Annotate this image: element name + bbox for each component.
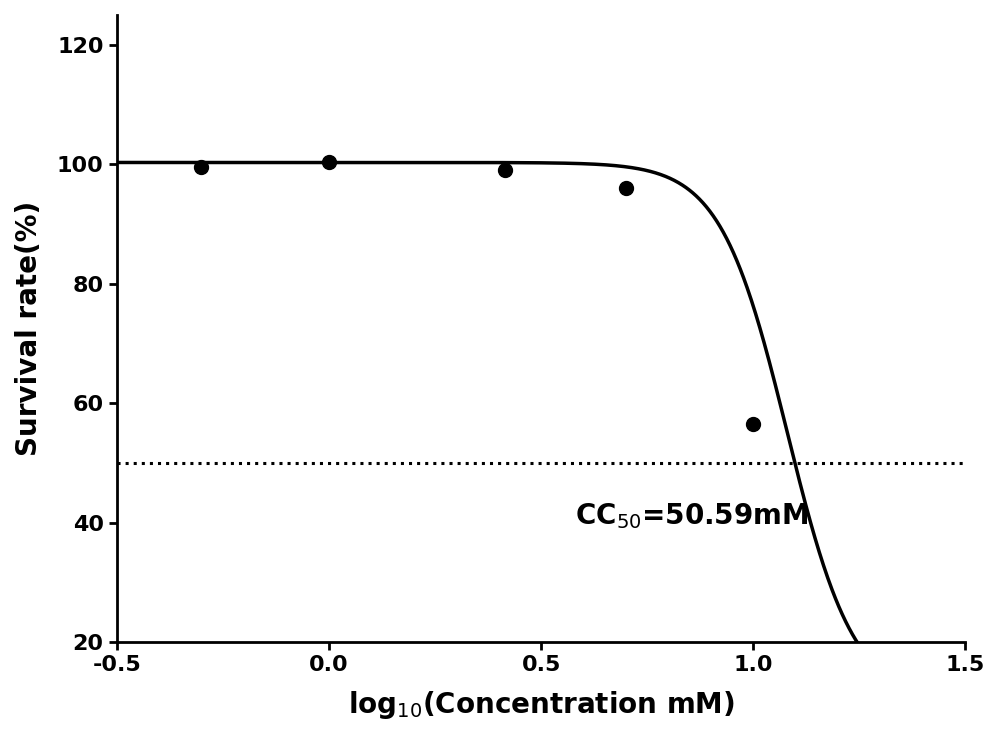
Point (497, 164, 513, 176)
Y-axis label: Survival rate(%): Survival rate(%) (15, 201, 43, 456)
Text: CC$_{50}$=50.59mM: CC$_{50}$=50.59mM (575, 502, 809, 531)
Point (618, 183, 634, 194)
Point (321, 157, 337, 169)
Point (745, 418, 761, 430)
Point (193, 161, 209, 173)
X-axis label: log$_{10}$(Concentration mM): log$_{10}$(Concentration mM) (348, 689, 735, 721)
